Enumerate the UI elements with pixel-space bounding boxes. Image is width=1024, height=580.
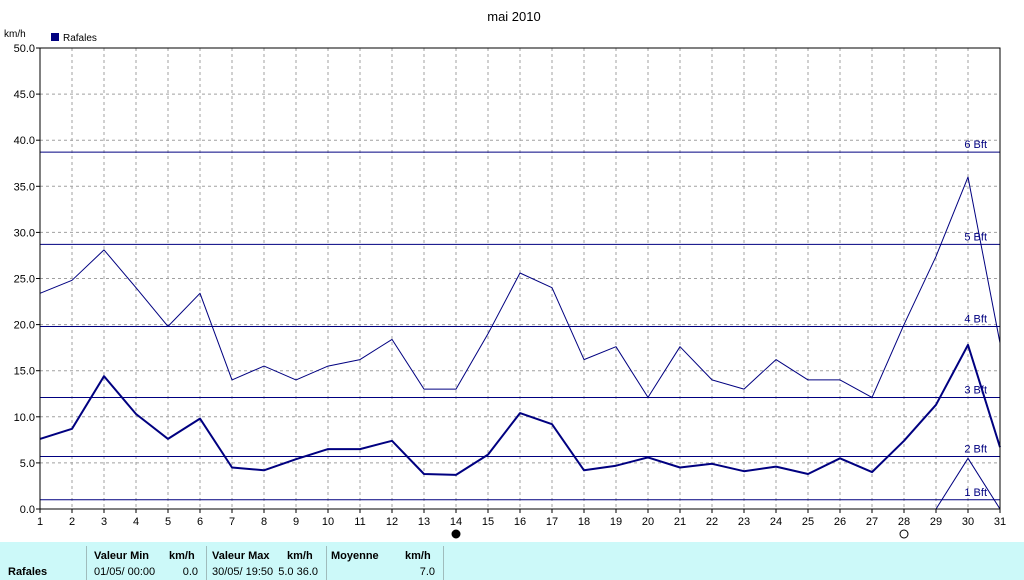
x-tick-label: 27: [866, 516, 878, 528]
x-tick-label: 15: [482, 516, 494, 528]
stats-row-label: Rafales: [8, 566, 48, 578]
x-tick-label: 25: [802, 516, 814, 528]
full-moon-icon: [899, 529, 909, 539]
y-tick-label: 5.0: [20, 458, 35, 470]
y-tick-label: 50.0: [14, 43, 35, 55]
beaufort-label: 4 Bft: [964, 313, 987, 325]
max-value: 5.0 36.0: [278, 566, 318, 578]
x-tick-label: 10: [322, 516, 334, 528]
beaufort-label: 6 Bft: [964, 139, 987, 151]
x-tick-label: 26: [834, 516, 846, 528]
legend-label: Rafales: [63, 33, 97, 44]
x-tick-label: 2: [69, 516, 75, 528]
y-tick-label: 45.0: [14, 89, 35, 101]
x-tick-label: 23: [738, 516, 750, 528]
x-tick-label: 6: [197, 516, 203, 528]
y-tick-label: 10.0: [14, 412, 35, 424]
y-tick-label: 0.0: [20, 504, 35, 516]
x-tick-label: 1: [37, 516, 43, 528]
new-moon-icon: [451, 529, 461, 539]
beaufort-label: 2 Bft: [964, 443, 987, 455]
x-tick-label: 17: [546, 516, 558, 528]
y-axis-unit: km/h: [4, 29, 26, 40]
legend-swatch: [51, 33, 59, 41]
series-min-line: [935, 457, 1001, 510]
x-tick-label: 4: [133, 516, 139, 528]
max-date: 30/05/ 19:50: [212, 566, 274, 578]
min-date: 01/05/ 00:00: [94, 566, 156, 578]
mean-value: 7.0: [419, 566, 435, 578]
x-tick-label: 5: [165, 516, 171, 528]
chart-title: mai 2010: [487, 9, 540, 24]
max-header: Valeur Max: [212, 550, 270, 562]
axes: 0.0 5.0 10.0 15.0 20.0 25.0 30.0 35.0 40.0 45.0 50…: [14, 43, 1007, 528]
min-header: Valeur Min: [94, 550, 150, 562]
x-tick-label: 12: [386, 516, 398, 528]
beaufort-label: 1 Bft: [964, 487, 987, 499]
mean-header: Moyenne: [331, 550, 379, 562]
x-tick-label: 30: [962, 516, 974, 528]
series-mean-line: [39, 343, 1001, 476]
min-unit: km/h: [169, 550, 195, 562]
grid: [40, 47, 1000, 509]
x-tick-label: 13: [418, 516, 430, 528]
series-lines: [39, 176, 1001, 510]
x-tick-label: 31: [994, 516, 1006, 528]
stats-panel: Rafales Valeur Min km/h 01/05/ 00:00 0.0…: [0, 542, 1024, 580]
legend: Rafales: [51, 33, 97, 44]
moon-phases: [451, 529, 909, 539]
x-tick-label: 7: [229, 516, 235, 528]
x-tick-label: 29: [930, 516, 942, 528]
x-tick-label: 19: [610, 516, 622, 528]
y-tick-label: 15.0: [14, 366, 35, 378]
y-tick-label: 30.0: [14, 227, 35, 239]
x-tick-label: 11: [354, 516, 365, 528]
x-tick-label: 8: [261, 516, 267, 528]
x-tick-label: 20: [642, 516, 654, 528]
y-tick-label: 25.0: [14, 274, 35, 286]
x-tick-label: 16: [514, 516, 526, 528]
x-tick-label: 14: [450, 516, 462, 528]
x-tick-label: 18: [578, 516, 590, 528]
x-tick-label: 9: [293, 516, 299, 528]
x-tick-label: 21: [674, 516, 686, 528]
min-value: 0.0: [182, 566, 198, 578]
y-tick-label: 20.0: [14, 320, 35, 332]
plot-frame: [39, 47, 1001, 510]
y-tick-label: 40.0: [14, 135, 35, 147]
max-unit: km/h: [287, 550, 313, 562]
y-tick-label: 35.0: [14, 181, 35, 193]
x-tick-label: 22: [706, 516, 718, 528]
x-tick-label: 24: [770, 516, 782, 528]
mean-unit: km/h: [405, 550, 431, 562]
x-tick-label: 3: [101, 516, 107, 528]
series-max-line: [39, 176, 1001, 398]
beaufort-label: 5 Bft: [964, 231, 987, 243]
x-tick-label: 28: [898, 516, 910, 528]
